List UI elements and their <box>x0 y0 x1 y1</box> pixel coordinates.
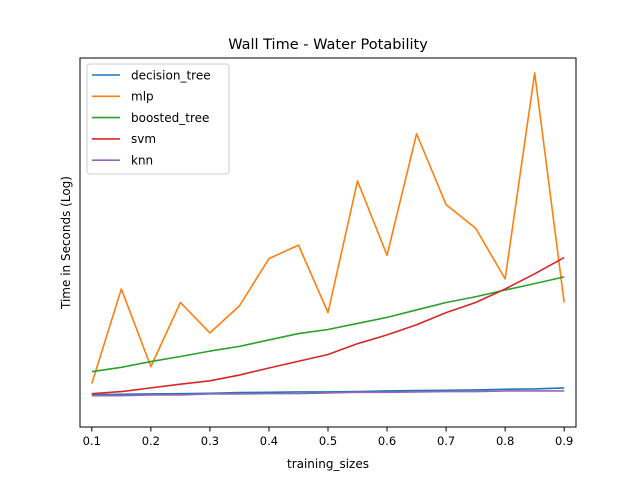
series-line-mlp <box>91 72 565 384</box>
x-tick-label: 0.1 <box>83 434 101 448</box>
x-axis-ticks: 0.1 0.2 0.3 0.4 0.5 0.6 0.7 0.8 0.9 <box>83 427 573 448</box>
legend-label-mlp: mlp <box>131 90 154 104</box>
series-line-knn <box>91 390 565 397</box>
x-tick-label: 0.8 <box>496 434 514 448</box>
y-axis-label: Time in Seconds (Log) <box>59 176 73 310</box>
series-layer <box>91 72 565 397</box>
legend-label-decision-tree: decision_tree <box>131 68 211 82</box>
series-line-decision-tree <box>91 387 565 396</box>
x-tick-label: 0.6 <box>378 434 396 448</box>
legend-label-svm: svm <box>131 132 156 146</box>
series-line-svm <box>91 256 565 395</box>
series-line-boosted-tree <box>91 276 565 373</box>
legend-label-boosted-tree: boosted_tree <box>131 111 209 125</box>
x-tick-label: 0.4 <box>260 434 278 448</box>
legend-label-knn: knn <box>131 154 153 168</box>
x-tick-label: 0.5 <box>319 434 337 448</box>
x-axis-label: training_sizes <box>287 457 369 471</box>
chart-title: Wall Time - Water Potability <box>228 37 428 53</box>
x-tick-label: 0.3 <box>201 434 219 448</box>
x-tick-label: 0.9 <box>555 434 573 448</box>
x-tick-label: 0.7 <box>437 434 455 448</box>
x-tick-label: 0.2 <box>142 434 160 448</box>
legend-frame <box>86 63 230 175</box>
